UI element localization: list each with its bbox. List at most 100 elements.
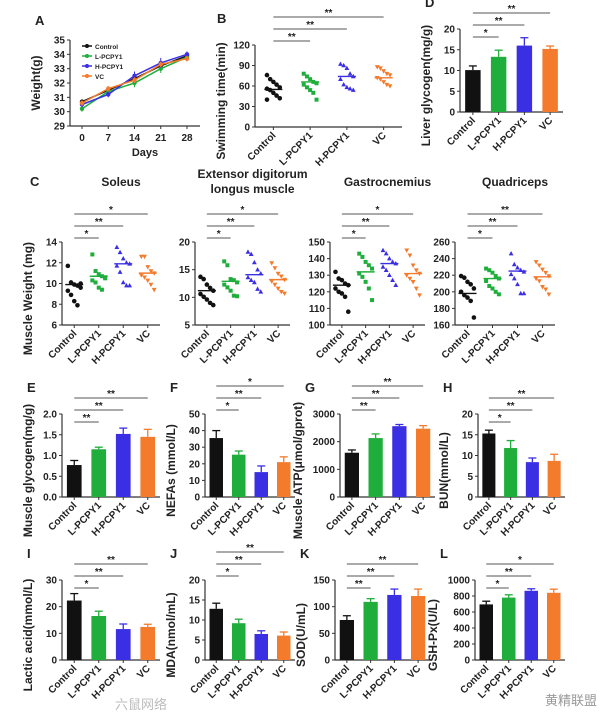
x-tick-label: 0 [79,133,85,144]
significance-label: * [518,555,522,566]
bar-h-pcpy1 [525,462,539,497]
data-point [393,282,399,287]
data-point [201,294,206,300]
data-point [96,272,101,277]
panel-title: Extensor digitorum [197,167,307,181]
significance-label: ** [325,8,333,19]
data-point [278,290,284,295]
y-axis-label: Liver glycogen(mg/g) [419,25,433,146]
data-point [124,282,129,288]
data-point [68,292,74,298]
bar-l-pcpy1 [490,56,507,112]
data-point [251,279,257,285]
data-point [210,302,216,308]
y-tick-label: 0 [449,108,455,119]
data-point [508,251,514,256]
data-point [404,273,410,278]
data-point [341,82,347,87]
data-point [374,65,380,70]
data-point [314,97,319,102]
data-point [231,278,236,283]
panel-label: L [440,546,448,561]
x-tick-label: L-PCPY1 [278,130,316,168]
y-tick-label: 60 [239,82,251,93]
y-tick-label: 1.0 [43,451,57,462]
data-point [269,279,275,284]
data-point [378,66,383,71]
y-tick-label: 10 [444,66,456,77]
data-point [387,73,393,78]
data-point [96,285,101,290]
data-point [184,52,190,57]
bar-control [209,608,223,660]
data-point [90,252,95,257]
y-tick-label: 10 [189,616,201,627]
y-tick-label: 3000 [313,410,336,421]
data-point [207,285,213,291]
data-point [274,82,279,87]
data-point [304,74,309,79]
data-point [536,263,542,268]
x-tick-label: VC [271,663,289,681]
data-point [278,274,284,279]
data-point [521,290,527,296]
data-point [75,302,80,308]
significance-label: * [85,229,89,240]
data-point [93,269,98,274]
significance-label: * [241,205,245,216]
data-point [366,286,371,291]
data-point [117,269,123,274]
panel-b: 0 30 60 90 120 B Swimming time(min) Control L-PC… [214,8,402,169]
x-tick-label: VC [406,663,424,681]
panel-k: 050100150KSOD(U/mL)ControlL-PCPY1H-PCPY1… [294,546,430,702]
panel-label: F [170,380,178,395]
x-tick-label: VC [530,328,548,346]
x-tick-label: VC [135,663,153,681]
data-point [493,274,498,279]
data-point [304,85,309,90]
bar-control [66,465,82,497]
significance-label: ** [227,217,235,228]
data-point [272,266,278,271]
significance-label: * [376,205,380,216]
y-tick-label: 20 [462,410,474,421]
y-tick-label: 30 [189,443,201,454]
y-tick-label: 20 [444,25,456,36]
data-point [301,71,306,76]
bar-control [482,433,496,497]
data-point [255,286,260,291]
significance-label: ** [379,555,387,566]
y-tick-label: 10 [189,476,201,487]
y-tick-label: 10 [46,279,58,290]
legend-marker [85,64,89,68]
bar-control [465,70,481,112]
data-point [471,286,477,291]
bar-control [209,438,223,497]
data-point [357,271,362,276]
y-tick-label: 130 [308,271,325,282]
x-tick-label: Control [246,130,279,163]
y-tick-label: 50 [189,410,201,421]
bar-l-pcpy1 [504,448,518,497]
data-point [386,272,392,277]
x-tick-label: VC [538,115,556,133]
y-tick-label: 0.5 [43,472,57,483]
significance-label: ** [372,389,380,400]
y-tick-label: 160 [433,321,450,332]
data-point [496,292,501,297]
bar-h-pcpy1 [115,629,131,660]
significance-label: * [478,229,482,240]
y-tick-label: 0 [329,493,335,504]
significance-label: * [496,579,500,590]
data-point [248,251,254,256]
y-tick-label: 220 [433,271,450,282]
data-point [533,276,539,282]
significance-label: ** [505,567,513,578]
data-point [484,266,489,271]
data-point [383,251,389,256]
bar-h-pcpy1 [254,472,268,497]
y-tick-label: 30 [46,576,58,587]
data-point [264,97,270,102]
